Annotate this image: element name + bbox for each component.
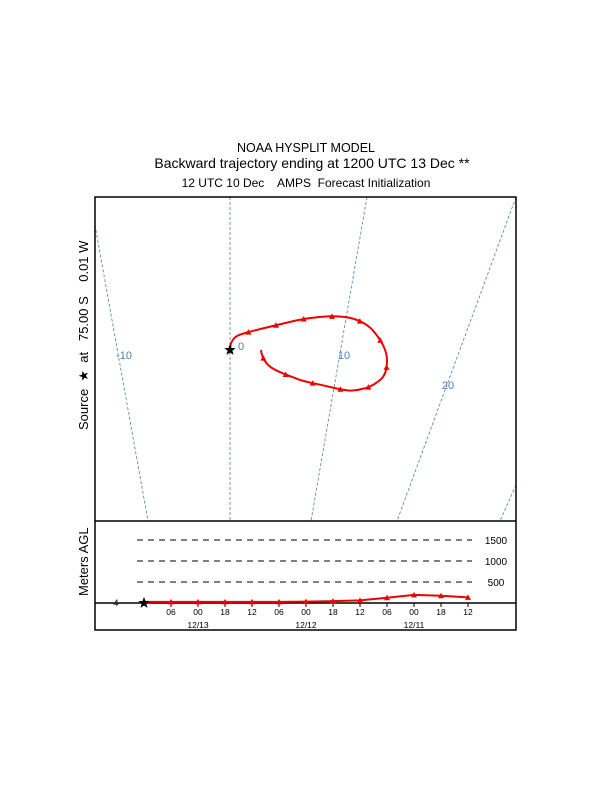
source-star-icon <box>138 597 150 608</box>
trajectory-marker <box>377 337 384 343</box>
trajectory-marker <box>300 315 307 322</box>
height-marker <box>303 598 309 605</box>
height-marker <box>330 598 336 604</box>
meridian-label: 10 <box>338 350 350 362</box>
height-marker <box>222 598 228 605</box>
height-marker <box>438 592 444 599</box>
height-marker <box>168 598 174 605</box>
time-tick-label: 18 <box>328 607 338 617</box>
meridian-label: 20 <box>442 380 454 392</box>
time-tick-label: 12 <box>247 607 257 617</box>
time-tick-label: 00 <box>193 607 203 617</box>
time-tick-label: 12 <box>355 607 365 617</box>
height-marker <box>249 598 255 605</box>
meridian-line <box>396 196 517 522</box>
meridian-label: -10 <box>116 350 132 362</box>
time-tick-label: 12 <box>463 607 473 617</box>
meridian-lines <box>94 196 517 522</box>
map-ylabel: Source ★ at 75.00 S 0.01 W <box>76 240 91 430</box>
start-height-label: 4 <box>113 598 118 608</box>
time-tick-label: 18 <box>436 607 446 617</box>
trajectory-marker <box>273 322 280 328</box>
date-label: 12/13 <box>187 620 209 630</box>
time-tick-label: 00 <box>409 607 419 617</box>
plot-frame <box>94 196 517 631</box>
trajectory-marker <box>329 313 336 319</box>
height-ylabel: Meters AGL <box>76 527 91 596</box>
time-tick-label: 06 <box>274 607 284 617</box>
height-level-label: 500 <box>488 578 505 589</box>
star-shape <box>224 344 236 355</box>
trajectory-marker <box>309 380 316 386</box>
chart-subtitle: Backward trajectory ending at 1200 UTC 1… <box>154 155 470 171</box>
height-marker <box>195 598 201 605</box>
height-marker <box>357 597 363 603</box>
height-marker <box>384 594 390 601</box>
date-label: 12/11 <box>404 620 425 630</box>
trajectory-marker <box>365 384 372 390</box>
trajectory-marker <box>337 386 344 392</box>
height-marker <box>276 598 282 605</box>
star-shape <box>138 597 150 608</box>
trajectory-marker <box>260 355 267 361</box>
time-tick-label: 18 <box>220 607 230 617</box>
source-star-icon <box>224 344 236 355</box>
height-level-label: 1000 <box>485 557 508 568</box>
trajectory-marker <box>356 318 363 324</box>
height-marker <box>411 591 417 598</box>
height-level-label: 1500 <box>485 536 508 547</box>
chart-subtitle-2: 12 UTC 10 Dec AMPS Forecast Initializati… <box>182 176 431 190</box>
meridian-label: 0 <box>238 341 244 353</box>
meridian-line <box>499 484 517 522</box>
meridian-line <box>94 224 149 522</box>
trajectory-marker <box>383 364 390 370</box>
date-label: 12/12 <box>295 620 317 630</box>
height-marker <box>465 594 471 600</box>
trajectory-marker <box>282 371 289 378</box>
trajectory-line <box>229 315 389 392</box>
time-tick-label: 00 <box>301 607 311 617</box>
time-tick-label: 06 <box>166 607 176 617</box>
time-tick-label: 06 <box>382 607 392 617</box>
chart-title: NOAA HYSPLIT MODEL <box>237 141 375 155</box>
trajectory-marker <box>245 329 252 335</box>
